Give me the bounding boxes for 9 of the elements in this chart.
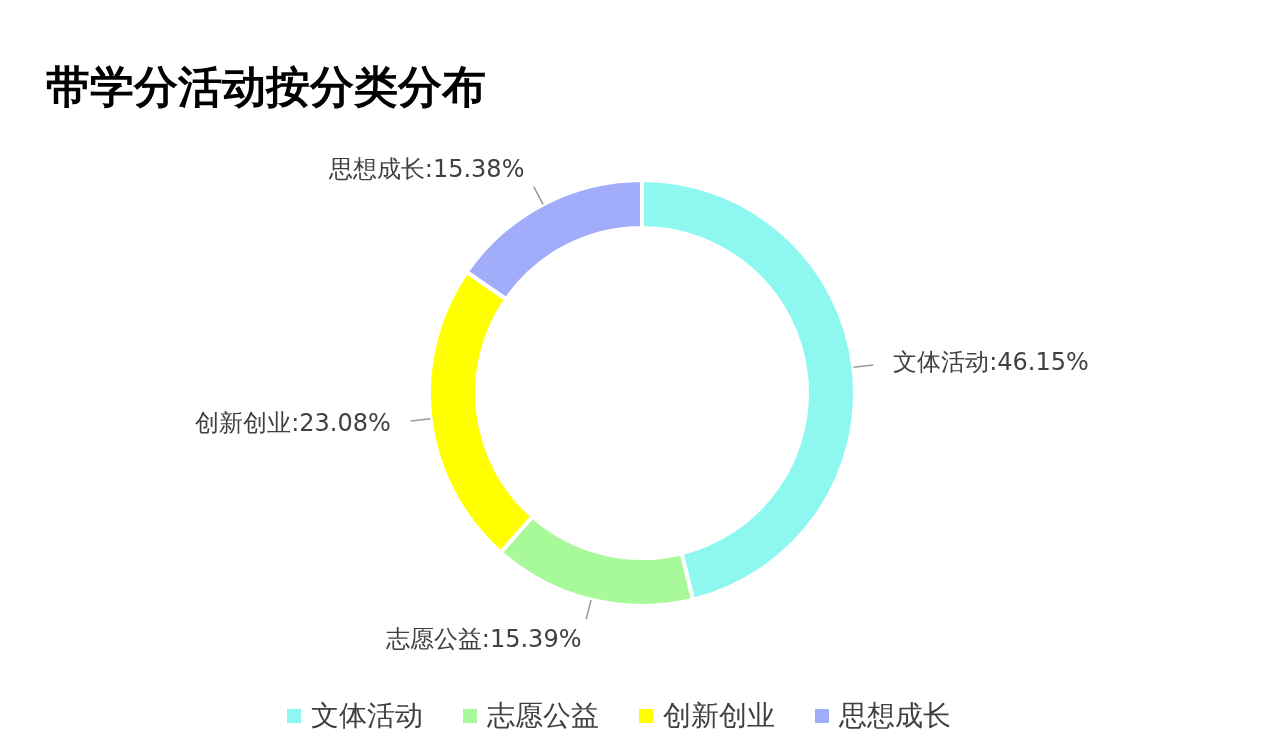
data-label: 文体活动:46.15% <box>893 348 1089 377</box>
data-label: 创新创业:23.08% <box>195 409 391 438</box>
data-label: 志愿公益:15.39% <box>385 624 582 653</box>
data-label: 思想成长:15.38% <box>327 154 525 183</box>
legend-label: 思想成长 <box>838 698 951 734</box>
legend-label: 志愿公益 <box>486 698 599 734</box>
legend-label: 文体活动 <box>310 698 423 734</box>
chart-title: 带学分活动按分类分布 <box>45 60 487 114</box>
legend-label: 创新创业 <box>662 698 775 734</box>
